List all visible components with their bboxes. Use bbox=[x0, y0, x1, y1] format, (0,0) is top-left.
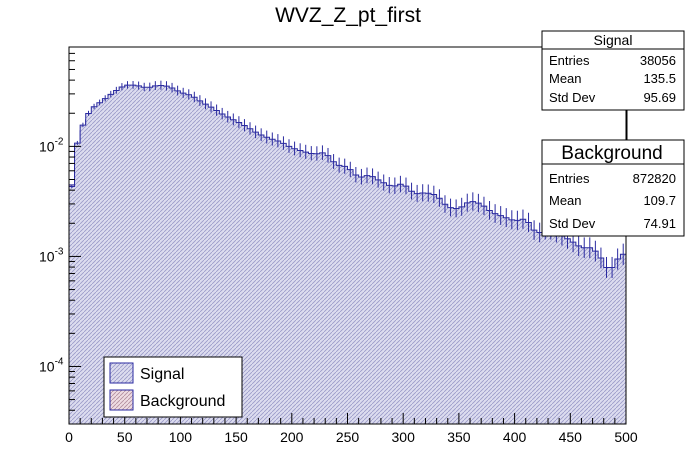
x-tick-label: 200 bbox=[280, 429, 304, 445]
x-tick-label: 350 bbox=[447, 429, 471, 445]
legend-label-signal: Signal bbox=[140, 366, 184, 383]
axes: 0 50 100 150 200 250 300 350 400 450 500 10-4 10-3 10… bbox=[39, 46, 638, 445]
stats-value-entries: 872820 bbox=[633, 171, 676, 186]
stats-value-mean: 135.5 bbox=[643, 71, 676, 86]
stats-label-stddev: Std Dev bbox=[549, 90, 596, 105]
stats-box-background: Background Entries 872820 Mean 109.7 Std… bbox=[541, 139, 685, 237]
stats-value-entries: 38056 bbox=[640, 53, 676, 68]
stats-value-stddev: 95.69 bbox=[643, 90, 676, 105]
stats-label-mean: Mean bbox=[549, 71, 582, 86]
stats-label-entries: Entries bbox=[549, 171, 590, 186]
stats-frame bbox=[541, 139, 685, 237]
legend-label-background: Background bbox=[140, 393, 225, 410]
x-tick-label: 500 bbox=[614, 429, 638, 445]
stats-title: Background bbox=[561, 143, 662, 164]
x-tick-label: 250 bbox=[336, 429, 360, 445]
legend-swatch-signal bbox=[109, 362, 134, 384]
y-tick-label: 10-4 bbox=[39, 356, 64, 374]
stats-value-mean: 109.7 bbox=[643, 193, 676, 208]
stats-value-stddev: 74.91 bbox=[643, 216, 676, 231]
stats-frame bbox=[541, 30, 685, 111]
series-signal bbox=[68, 80, 626, 425]
x-tick-label: 300 bbox=[392, 429, 416, 445]
y-tick-label: 10-2 bbox=[39, 136, 64, 154]
x-tick-label: 450 bbox=[559, 429, 583, 445]
x-tick-label: 100 bbox=[169, 429, 193, 445]
legend-swatch-background bbox=[109, 389, 134, 411]
x-tick-label: 150 bbox=[224, 429, 248, 445]
x-tick-label: 0 bbox=[65, 429, 73, 445]
stats-label-entries: Entries bbox=[549, 53, 590, 68]
plot-area bbox=[68, 80, 626, 425]
stats-label-mean: Mean bbox=[549, 193, 582, 208]
stats-box-signal: Signal Entries 38056 Mean 135.5 Std Dev … bbox=[541, 30, 685, 140]
series-fill bbox=[69, 85, 626, 425]
legend: Signal Background bbox=[103, 356, 243, 418]
stats-title: Signal bbox=[594, 32, 633, 48]
x-tick-label: 400 bbox=[503, 429, 527, 445]
chart-title: WVZ_Z_pt_first bbox=[275, 4, 421, 27]
stats-label-stddev: Std Dev bbox=[549, 216, 596, 231]
x-tick-label: 50 bbox=[117, 429, 133, 445]
y-tick-label: 10-3 bbox=[39, 246, 64, 264]
